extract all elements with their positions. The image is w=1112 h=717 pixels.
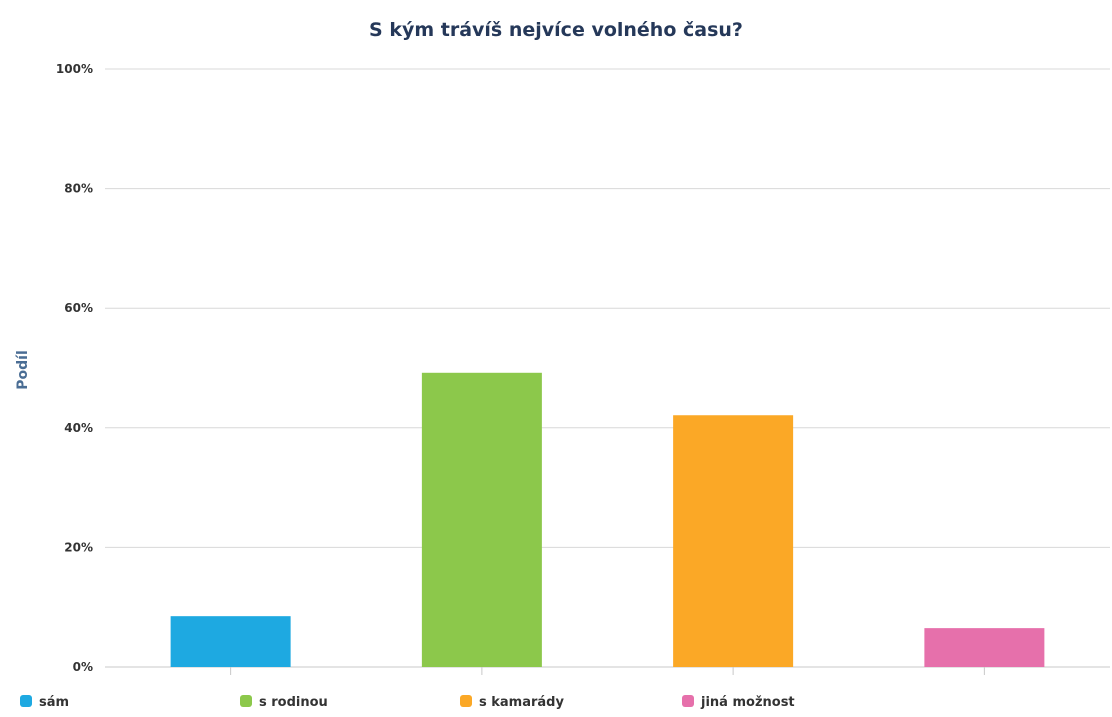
bar xyxy=(673,415,794,667)
bar xyxy=(924,628,1045,667)
bars xyxy=(170,372,1045,667)
legend-swatch xyxy=(20,695,32,707)
legend-item: s kamarády xyxy=(479,695,564,710)
bar xyxy=(421,372,542,667)
y-tick-label: 0% xyxy=(73,660,93,674)
legend-item: s rodinou xyxy=(259,695,328,710)
y-tick-label: 80% xyxy=(64,182,93,196)
legend: sám s rodinou s kamarády jiná možnost xyxy=(20,695,795,710)
bar xyxy=(170,616,291,667)
y-axis-label: Podíl xyxy=(15,350,31,390)
y-tick-label: 60% xyxy=(64,301,93,315)
y-tick-label: 100% xyxy=(56,62,93,76)
chart-title: S kým trávíš nejvíce volného času? xyxy=(369,19,743,41)
y-tick-label: 20% xyxy=(64,540,93,554)
legend-item: jiná možnost xyxy=(700,695,795,710)
x-axis-ticks xyxy=(230,667,985,675)
legend-swatch xyxy=(460,695,472,707)
legend-item: sám xyxy=(39,695,69,710)
gridlines xyxy=(105,68,1110,668)
y-axis-ticks: 0% 20% 40% 60% 80% 100% xyxy=(56,62,93,674)
legend-swatch xyxy=(240,695,252,707)
y-tick-label: 40% xyxy=(64,421,93,435)
legend-swatch xyxy=(682,695,694,707)
